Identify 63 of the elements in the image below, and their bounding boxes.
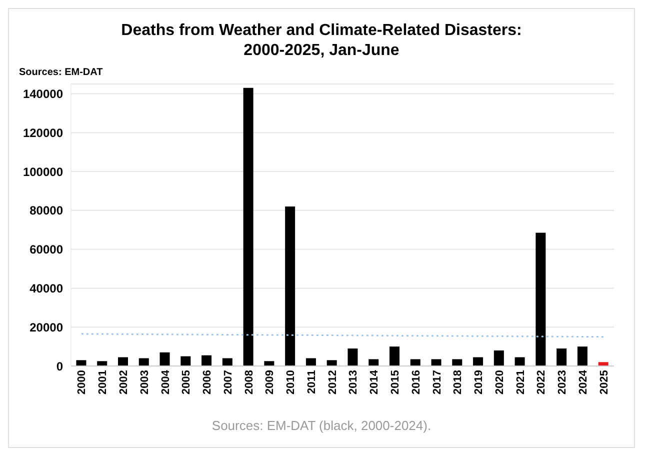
bar: [452, 359, 462, 366]
x-tick-label: 2015: [390, 370, 402, 394]
bar: [76, 360, 86, 366]
x-tick-label: 2014: [368, 369, 381, 394]
bar: [410, 359, 420, 366]
x-tick-label: 2005: [180, 370, 193, 394]
y-tick-label: 80000: [30, 204, 64, 218]
bar: [494, 350, 504, 366]
x-tick-label: 2013: [348, 370, 360, 394]
x-tick-label: 2018: [452, 370, 464, 394]
y-tick-label: 60000: [30, 242, 64, 257]
bar: [202, 355, 212, 366]
x-tick-label: 2007: [222, 370, 234, 394]
x-tick-label: 2021: [514, 370, 527, 394]
y-tick-label: 40000: [30, 281, 64, 296]
bar: [368, 359, 379, 366]
bar: [536, 232, 546, 366]
x-tick-label: 2023: [556, 370, 569, 394]
bar: [598, 362, 608, 366]
x-tick-label: 2017: [431, 370, 444, 394]
x-tick-label: 2016: [410, 370, 422, 394]
bar: [306, 358, 316, 366]
bar: [348, 348, 358, 366]
y-tick-label: 20000: [30, 320, 64, 334]
source-note: Sources: EM-DAT: [19, 67, 104, 78]
bar: [118, 357, 128, 366]
bar: [473, 357, 484, 366]
x-tick-label: 2011: [306, 370, 318, 394]
y-tick-label: 140000: [22, 86, 64, 101]
x-tick-label: 2010: [285, 370, 298, 394]
y-tick-label: 100000: [22, 164, 64, 179]
bar: [577, 346, 588, 366]
x-tick-label: 2003: [138, 370, 151, 394]
x-tick-label: 2004: [160, 369, 172, 394]
x-tick-label: 2000: [76, 370, 88, 394]
bar: [326, 360, 337, 366]
x-tick-label: 2009: [264, 370, 276, 394]
x-tick-label: 2012: [326, 370, 339, 394]
source-note: Sources: EM-DAT (black, 2000-2024).: [210, 418, 432, 433]
x-tick-label: 2002: [118, 370, 130, 394]
bar: [514, 357, 525, 366]
x-tick-label: 2019: [473, 370, 486, 394]
bar: [160, 352, 170, 366]
bar: [556, 348, 567, 366]
bar: [97, 361, 108, 366]
bar: [389, 346, 400, 366]
bar: [243, 88, 254, 366]
bar: [138, 358, 149, 366]
x-tick-label: 2006: [202, 370, 214, 394]
x-tick-label: 2020: [494, 370, 506, 394]
y-tick-label: 120000: [22, 126, 64, 140]
x-tick-label: 2025: [598, 370, 610, 394]
bar: [180, 356, 191, 366]
x-tick-label: 2024: [577, 369, 590, 394]
x-tick-label: 2022: [536, 370, 548, 394]
x-tick-label: 2008: [243, 370, 256, 394]
bar: [264, 361, 274, 366]
x-tick-label: 2001: [97, 370, 110, 394]
y-tick-label: 0: [56, 359, 64, 374]
bar: [431, 359, 442, 366]
bar: [222, 358, 232, 366]
chart-title: Deaths from Weather and Climate-Related Disasters: 2000-2025, Jan-June: [120, 21, 523, 61]
bar: [285, 206, 296, 366]
